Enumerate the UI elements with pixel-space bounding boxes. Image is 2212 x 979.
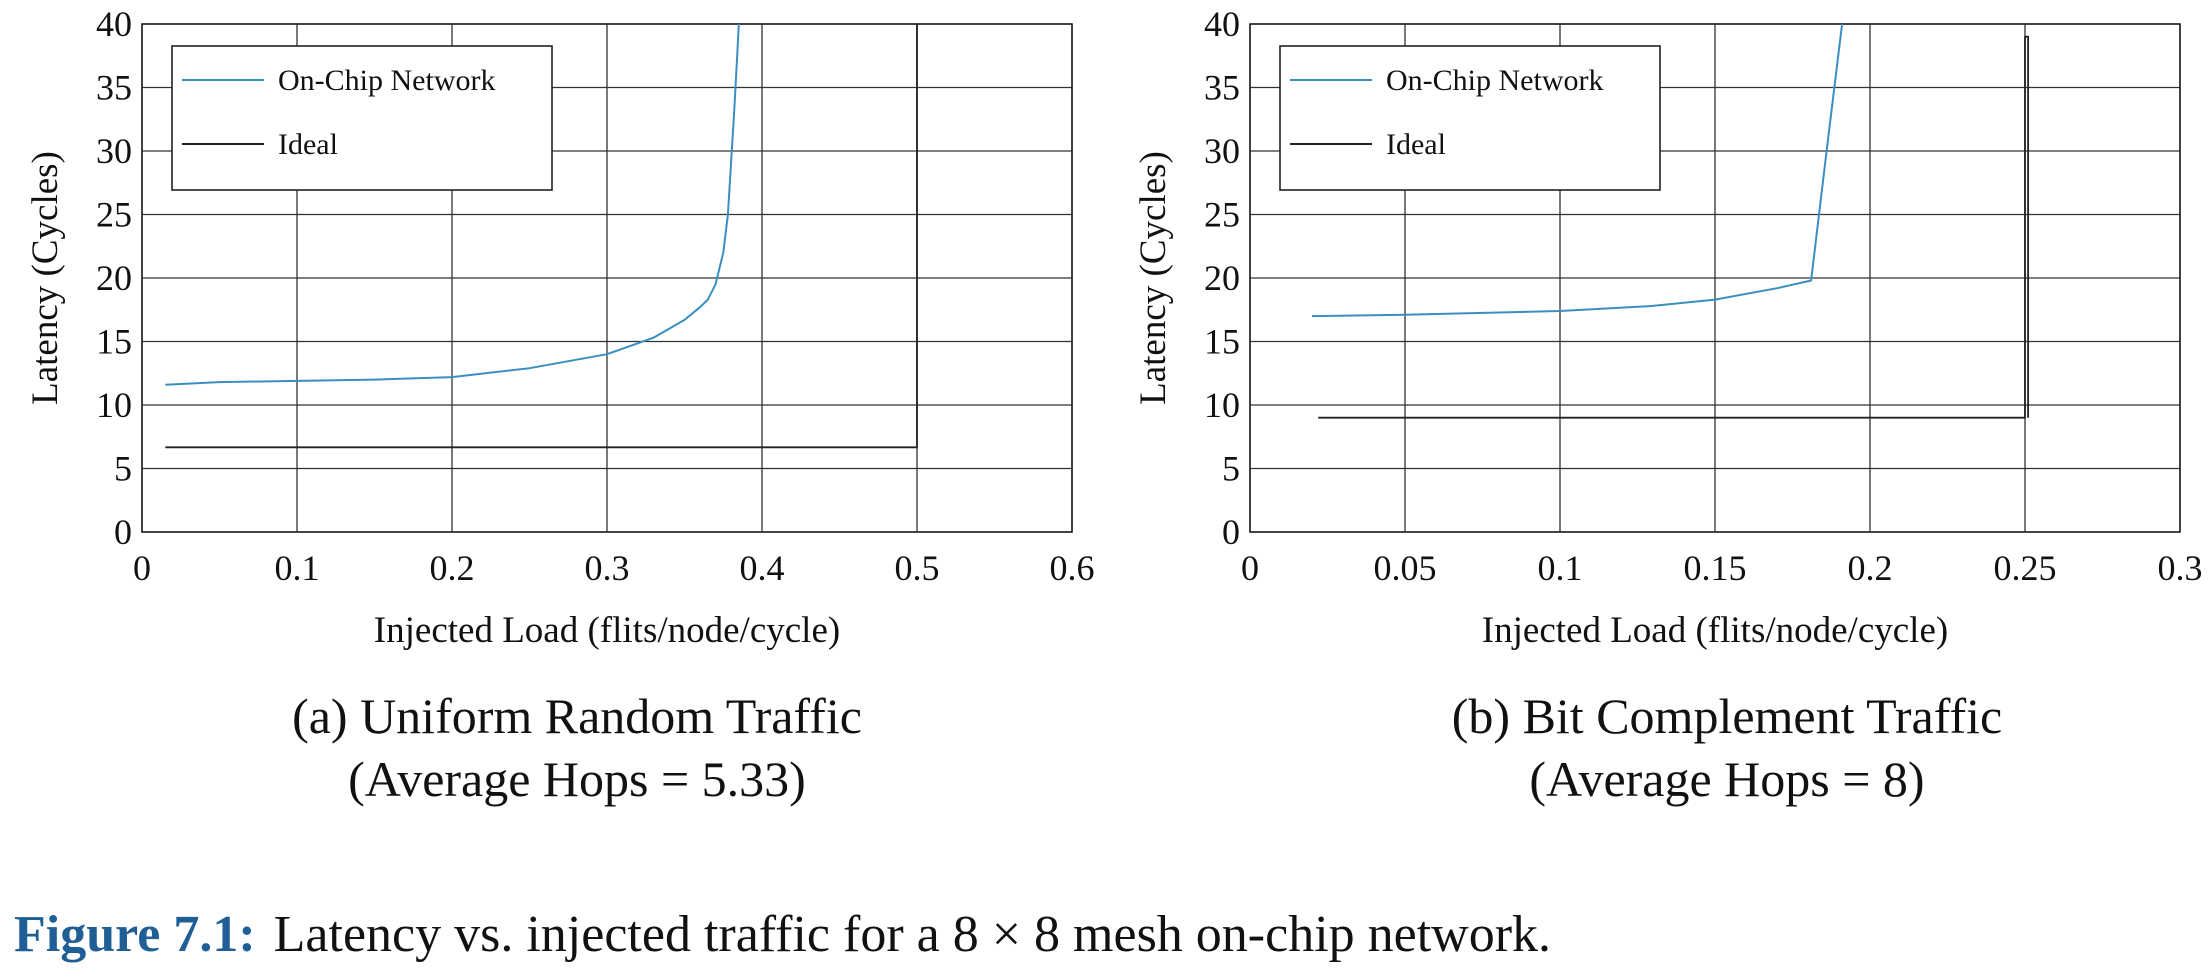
- y-tick-label: 30: [1204, 131, 1240, 171]
- x-tick-label: 0.3: [2158, 548, 2203, 588]
- chart-bit-complement: 0 0.05 0.1 0.15 0.2 0.25 0.3 0 5 10 15 20 25 30 35 40 In…: [1133, 4, 2203, 807]
- figure-caption-text: Latency vs. injected traffic for a 8 × 8…: [273, 906, 1552, 963]
- legend-box: [1279, 45, 1661, 191]
- legend-entry-label: On-Chip Network: [1386, 64, 1603, 97]
- series-line-ideal: [165, 24, 918, 449]
- x-tick-label: 0.1: [275, 548, 320, 588]
- y-tick-label: 15: [1204, 322, 1240, 362]
- x-axis-label: Injected Load (flits/node/cycle): [374, 610, 840, 651]
- x-axis-label: Injected Load (flits/node/cycle): [1482, 610, 1948, 651]
- y-tick-label: 35: [96, 68, 132, 108]
- x-tick-label: 0.05: [1374, 548, 1437, 588]
- subfigure-caption-line1: (a) Uniform Random Traffic: [292, 688, 862, 744]
- y-tick-label: 0: [114, 512, 132, 552]
- figure-number: Figure 7.1:: [14, 906, 256, 963]
- x-tick-label: 0.3: [585, 548, 630, 588]
- y-tick-label: 5: [114, 449, 132, 489]
- x-tick-label: 0.2: [430, 548, 475, 588]
- x-tick-label: 0.4: [740, 548, 785, 588]
- y-tick-label: 40: [1204, 4, 1240, 44]
- y-tick-label: 25: [96, 195, 132, 235]
- y-tick-label: 30: [96, 131, 132, 171]
- x-tick-label: 0.6: [1050, 548, 1095, 588]
- plot-frame: [1249, 23, 2181, 533]
- x-tick-label: 0.1: [1538, 548, 1583, 588]
- series-line-on-chip-network: [165, 23, 740, 386]
- subfigure-caption-line2: (Average Hops = 8): [1529, 751, 1924, 807]
- legend-box: [171, 45, 553, 191]
- legend-entry-label: On-Chip Network: [278, 64, 495, 97]
- y-tick-label: 0: [1222, 512, 1240, 552]
- legend-entry-label: Ideal: [278, 128, 338, 161]
- series-line-on-chip-network: [1311, 23, 1844, 318]
- figure-caption: Figure 7.1: Latency vs. injected traffic …: [14, 905, 1551, 964]
- subfigure-caption-line2: (Average Hops = 5.33): [348, 751, 806, 807]
- plot-frame: [141, 23, 1073, 533]
- subfigure-caption-line1: (b) Bit Complement Traffic: [1452, 688, 2002, 744]
- y-tick-label: 20: [1204, 258, 1240, 298]
- y-tick-label: 20: [96, 258, 132, 298]
- x-tick-label: 0.15: [1684, 548, 1747, 588]
- y-tick-label: 25: [1204, 195, 1240, 235]
- series-line-ideal: [1318, 35, 2029, 419]
- y-axis-label: Latency (Cycles): [1133, 151, 1174, 405]
- y-tick-label: 35: [1204, 68, 1240, 108]
- x-tick-label: 0: [133, 548, 151, 588]
- x-tick-label: 0: [1241, 548, 1259, 588]
- y-tick-label: 5: [1222, 449, 1240, 489]
- legend-entry-label: Ideal: [1386, 128, 1446, 161]
- y-tick-label: 40: [96, 4, 132, 44]
- x-tick-label: 0.5: [895, 548, 940, 588]
- y-axis-label: Latency (Cycles): [25, 151, 66, 405]
- y-tick-label: 10: [1204, 385, 1240, 425]
- y-tick-label: 15: [96, 322, 132, 362]
- chart-uniform-random: 0 0.1 0.2 0.3 0.4 0.5 0.6 0 5 10 15 20 25 30 35 40 Injec…: [25, 4, 1095, 807]
- y-tick-label: 10: [96, 385, 132, 425]
- x-tick-label: 0.25: [1994, 548, 2057, 588]
- x-tick-label: 0.2: [1848, 548, 1893, 588]
